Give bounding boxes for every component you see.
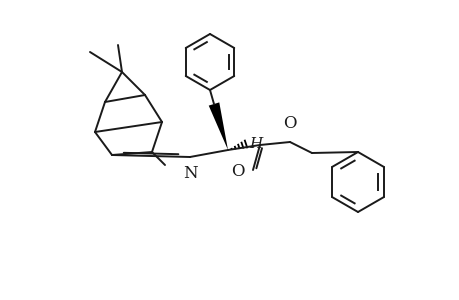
Polygon shape <box>208 102 228 150</box>
Text: O: O <box>283 115 296 132</box>
Text: N: N <box>182 165 197 182</box>
Text: H: H <box>248 137 262 151</box>
Text: O: O <box>231 164 245 181</box>
